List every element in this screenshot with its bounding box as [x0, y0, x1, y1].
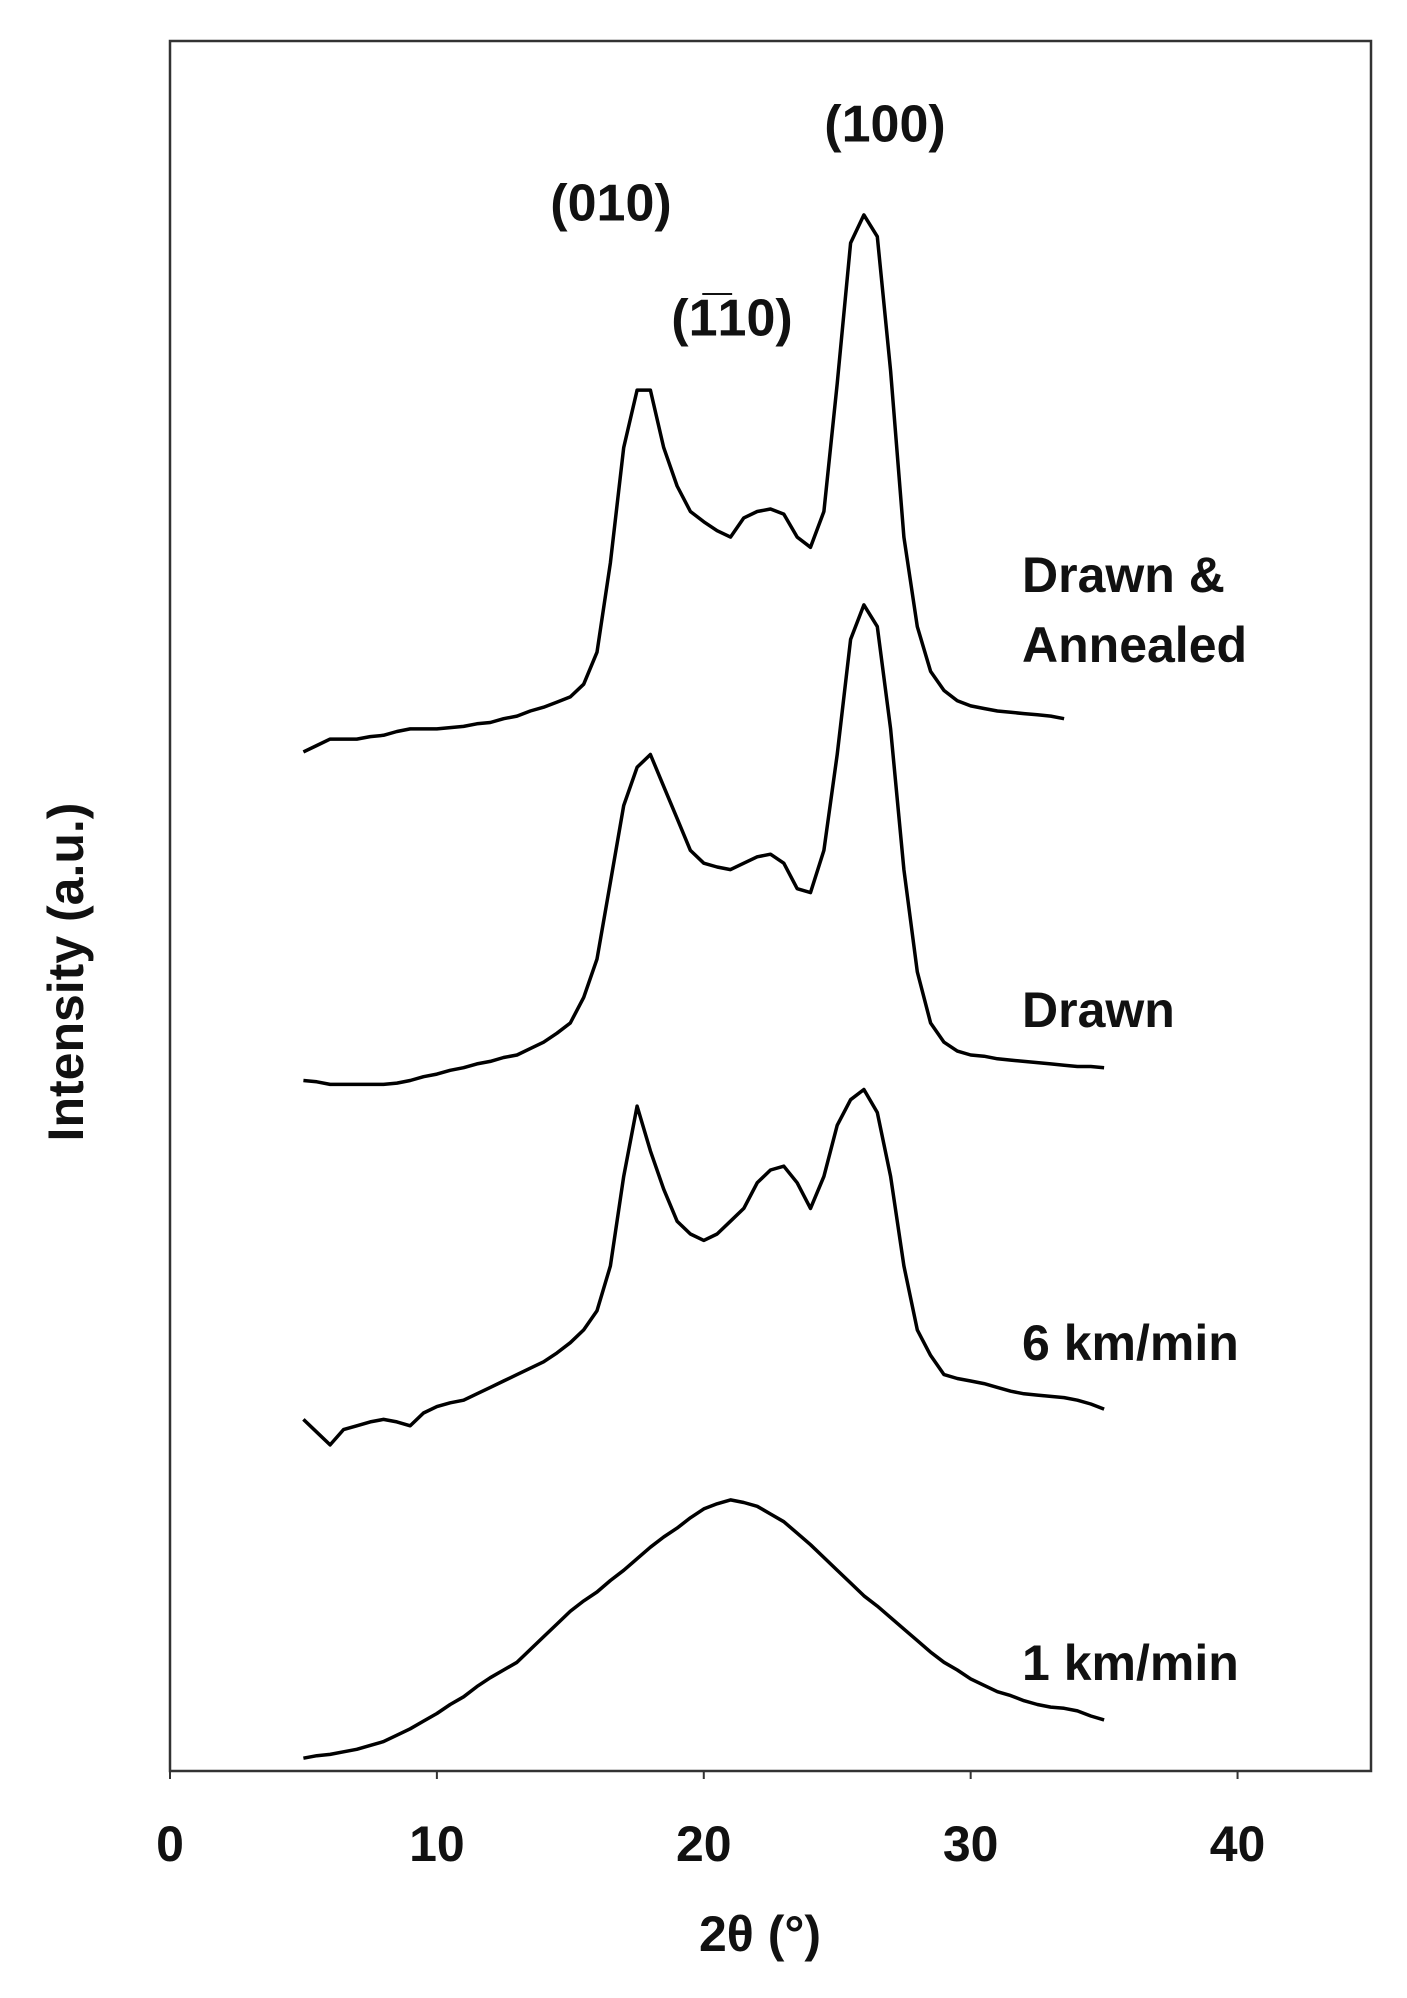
x-tick-label: 40: [1210, 1816, 1266, 1872]
series-label: 6 km/min: [1022, 1315, 1239, 1371]
series-label: Drawn & Annealed: [1022, 547, 1248, 673]
x-tick-label: 10: [409, 1816, 465, 1872]
data-line: [303, 603, 1105, 1087]
data-line: [302, 213, 1065, 754]
plot-frame: [168, 39, 1373, 1773]
x-tick-label: 20: [676, 1816, 732, 1872]
x-tick-label: 30: [943, 1816, 999, 1872]
data-line: [302, 1087, 1105, 1447]
x-axis-label: 2θ (°): [699, 1906, 821, 1962]
y-axis-label: Intensity (a.u.): [38, 803, 94, 1142]
x-tick-label: 0: [156, 1816, 184, 1872]
data-line: [303, 1498, 1105, 1760]
peak-annotation: (100): [824, 96, 945, 154]
series-label: Drawn: [1022, 982, 1175, 1038]
peak-annotation: (010): [550, 175, 671, 233]
series-label: 1 km/min: [1022, 1635, 1239, 1691]
peak-annotation: (1̅10): [671, 290, 792, 348]
